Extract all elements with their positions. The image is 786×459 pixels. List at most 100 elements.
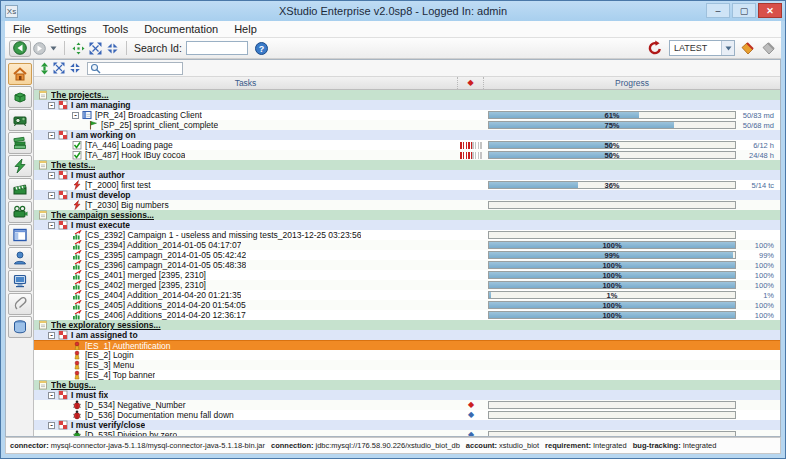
priority-cell (458, 370, 484, 380)
tree-item-row[interactable]: -[PR_24] Broadcasting Client61%50/83 md (34, 110, 780, 120)
sidebar-button-users[interactable] (8, 247, 32, 269)
menu-settings[interactable]: Settings (39, 23, 95, 35)
expand-all-button[interactable] (87, 40, 104, 57)
priority-cell (458, 130, 484, 140)
tree-item-row[interactable]: [CS_2402] merged [2395, 2310]100%100% (34, 280, 780, 290)
tree-item-row[interactable]: [D_535] Division by zero◆ (34, 430, 780, 436)
menu-help[interactable]: Help (226, 23, 265, 35)
sidebar-button-tests[interactable] (8, 155, 32, 177)
tree-section-row[interactable]: The bugs... (34, 380, 780, 390)
menu-file[interactable]: File (5, 23, 39, 35)
expand-toggle[interactable]: - (48, 102, 55, 109)
tree-section-row[interactable]: The projects... (34, 90, 780, 100)
tree-group-row[interactable]: -I must verify/close (34, 420, 780, 430)
expand-toggle[interactable]: - (48, 392, 55, 399)
tree-collapse-all-button[interactable] (67, 60, 83, 77)
tree-item-row[interactable]: [CS_2396] campagn_2014-01-05 05:48:38100… (34, 260, 780, 270)
tree-section-row[interactable]: The exploratory sessions... (34, 320, 780, 330)
sidebar-button-attachments[interactable] (8, 293, 32, 315)
tree-group-row[interactable]: -I must execute (34, 220, 780, 230)
sidebar-button-campaigns[interactable] (8, 178, 32, 200)
progress-right-label: 100% (736, 271, 780, 280)
tree-item-row[interactable]: [CS_2404] Addition_2014-04-20 01:21:351%… (34, 290, 780, 300)
status-value: mysql-connector-java-5.1.18/mysql-connec… (51, 441, 265, 450)
history-dropdown[interactable] (48, 40, 59, 57)
tree-item-row[interactable]: [CS_2395] campagn_2014-01-05 05:42:4299%… (34, 250, 780, 260)
tree-item-row[interactable]: [D_534] Negative_Number◆ (34, 400, 780, 410)
row-label: [CS_2392] Campaign 1 - useless and missi… (85, 230, 361, 240)
status-value: jdbc:mysql://176.58.90.226/xstudio_biot_… (316, 441, 460, 450)
tree-item-row[interactable]: [ES_1] Authentification (34, 340, 780, 350)
forward-button[interactable] (31, 40, 48, 57)
title-bar[interactable]: Xs XStudio Enterprise v2.0sp8 - Logged I… (1, 1, 785, 21)
tree-item-row[interactable]: [CS_2392] Campaign 1 - useless and missi… (34, 230, 780, 240)
expand-toggle[interactable]: - (48, 222, 55, 229)
sidebar-button-database[interactable] (8, 316, 32, 338)
expand-toggle[interactable]: - (48, 422, 55, 429)
expand-toggle[interactable]: - (48, 132, 55, 139)
sidebar-button-projector[interactable] (8, 109, 32, 131)
tag-orange-button[interactable] (739, 40, 756, 57)
tree-item-row[interactable]: [ES_3] Menu (34, 360, 780, 370)
minimize-button[interactable]: – (706, 3, 730, 18)
progress-column-header[interactable]: Progress (484, 77, 780, 89)
expand-toggle[interactable]: - (72, 112, 79, 119)
sidebar-button-library[interactable] (8, 132, 32, 154)
tree-item-row[interactable]: [SP_25] sprint_client_complete75%50/68 m… (34, 120, 780, 130)
tree-group-row[interactable]: -I am managing (34, 100, 780, 110)
sidebar-button-sessions[interactable] (8, 201, 32, 223)
tree-section-row[interactable]: The campaign sessions... (34, 210, 780, 220)
tree-filter-input[interactable] (101, 63, 180, 73)
tree-item-row[interactable]: [CS_2406] Additions_2014-04-20 12:36:171… (34, 310, 780, 320)
explo-icon (72, 370, 82, 380)
menu-documentation[interactable]: Documentation (136, 23, 226, 35)
notepad-icon (38, 320, 48, 330)
maximize-button[interactable]: ▢ (732, 3, 756, 18)
tasks-column-header[interactable]: Tasks (34, 77, 458, 89)
tree-item-row[interactable]: [D_536] Documentation menu fall down◆ (34, 410, 780, 420)
tree-item-row[interactable]: [CS_2405] Additions_2014-04-20 01:54:051… (34, 300, 780, 310)
version-select[interactable]: LATEST (669, 40, 735, 56)
priority-cell (458, 280, 484, 290)
table-header: Tasks ◆ Progress (34, 77, 780, 90)
tree-item-row[interactable]: [CS_2394] Addition_2014-01-05 04:17:0710… (34, 240, 780, 250)
tree-item-row[interactable]: [CS_2401] merged [2395, 2310]100%100% (34, 270, 780, 280)
tree-item-row[interactable]: [T_2030] Big numbers (34, 200, 780, 210)
back-button[interactable] (9, 40, 31, 57)
expand-toggle[interactable]: - (48, 192, 55, 199)
tree-group-row[interactable]: -I must author (34, 170, 780, 180)
close-button[interactable]: ✕ (758, 3, 782, 18)
tree-group-row[interactable]: -I am working on (34, 130, 780, 140)
tree-item-row[interactable]: [ES_4] Top banner (34, 370, 780, 380)
sync-selection-button[interactable] (38, 60, 51, 77)
tree-group-row[interactable]: -I must fix (34, 390, 780, 400)
sidebar-button-reports[interactable] (8, 224, 32, 246)
sidebar-button-components[interactable] (8, 86, 32, 108)
sidebar-button-agents[interactable] (8, 270, 32, 292)
tree-section-row[interactable]: The tests... (34, 160, 780, 170)
progress-right-label: 100% (736, 261, 780, 270)
move-icon (72, 42, 85, 55)
tree-expand-all-button[interactable] (51, 60, 67, 77)
progress-percent: 100% (489, 271, 735, 280)
collapse-all-button[interactable] (104, 40, 121, 57)
help-button[interactable]: ? (253, 40, 270, 57)
refresh-button[interactable] (645, 40, 665, 57)
menu-tools[interactable]: Tools (94, 23, 136, 35)
tree-item-row[interactable]: [TA_487] Hook IBuy cocoa50%24/48 h (34, 150, 780, 160)
expand-toggle[interactable]: - (48, 332, 55, 339)
search-id-input[interactable] (186, 41, 248, 55)
priority-column-header[interactable]: ◆ (458, 77, 484, 89)
tree-item-row[interactable]: [T_2000] first test36%5/14 tc (34, 180, 780, 190)
tag-gray-button[interactable] (760, 40, 777, 57)
tree-item-row[interactable]: [TA_446] Loading page50%6/12 h (34, 140, 780, 150)
expand-toggle[interactable]: - (48, 172, 55, 179)
row-label: [CS_2394] Addition_2014-01-05 04:17:07 (85, 240, 241, 250)
move-button[interactable] (70, 40, 87, 57)
progress-right-label: 50/83 md (736, 111, 780, 120)
tree-group-row[interactable]: -I must develop (34, 190, 780, 200)
tree-item-row[interactable]: [ES_2] Login (34, 350, 780, 360)
tree-group-row[interactable]: -I am assigned to (34, 330, 780, 340)
checker-icon (58, 390, 68, 400)
sidebar-button-home[interactable] (8, 63, 32, 85)
